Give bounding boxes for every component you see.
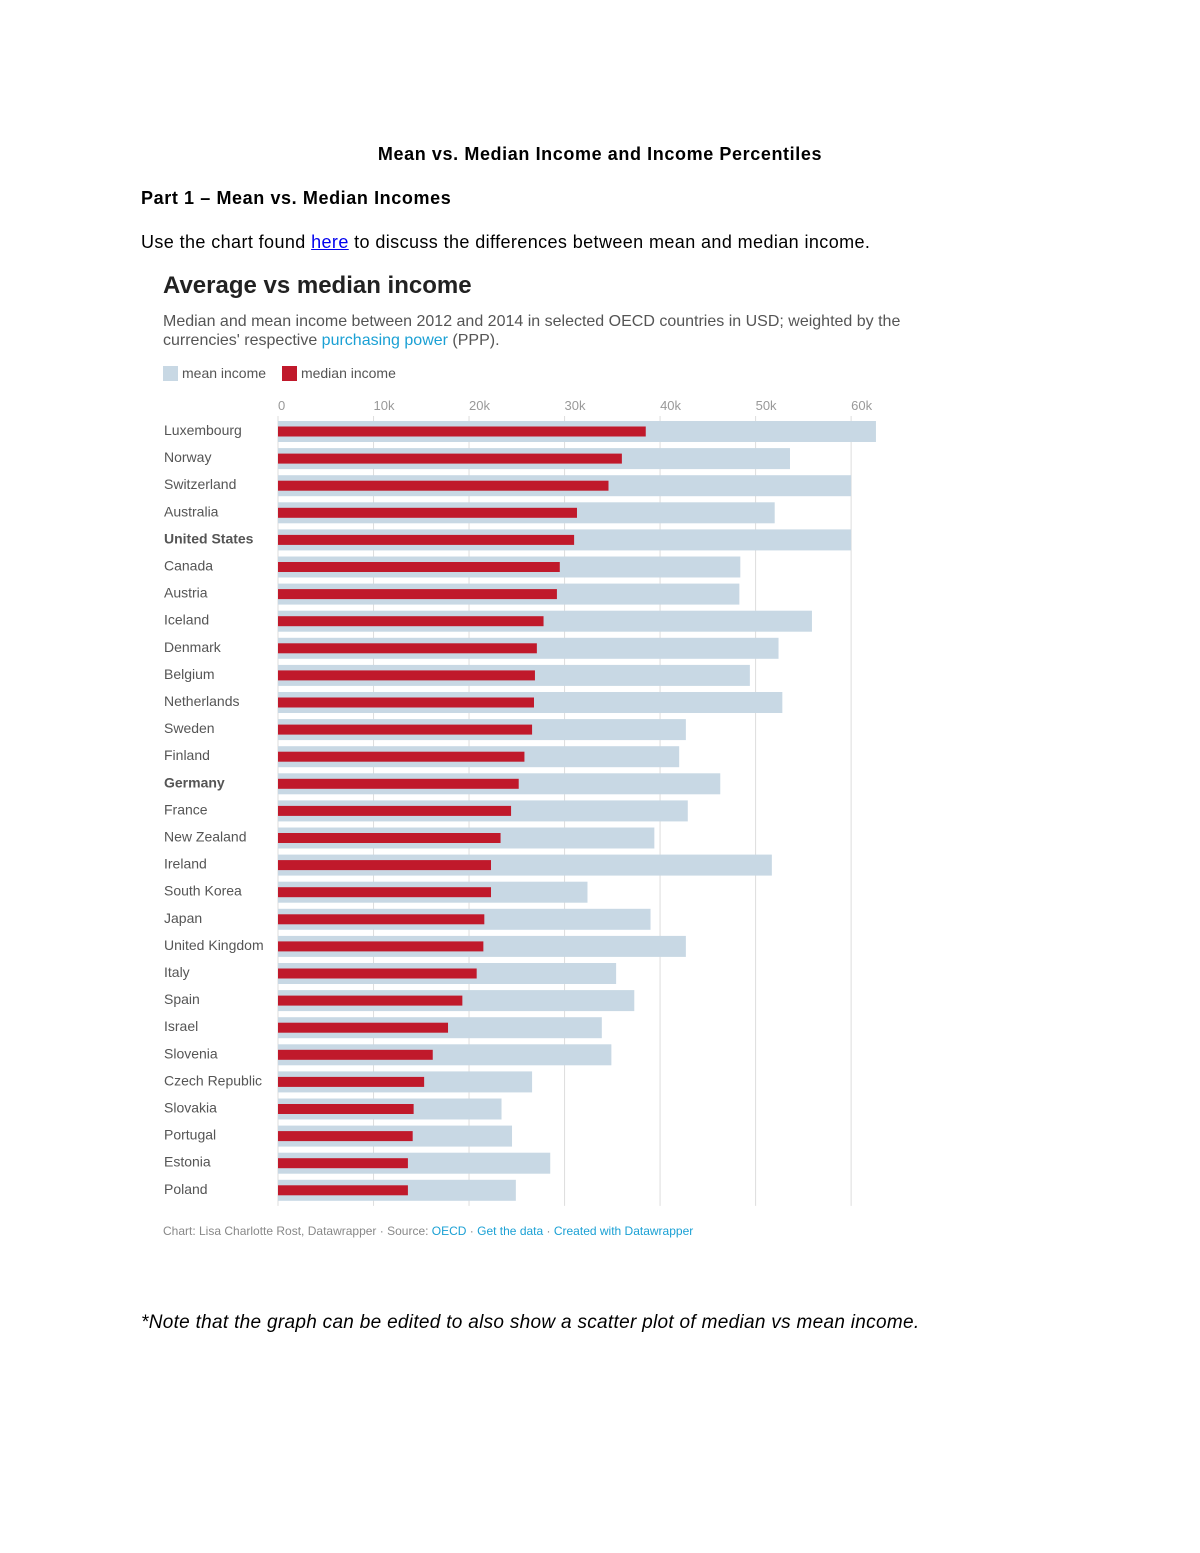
median-bar [278,778,519,789]
median-bar [278,860,492,871]
median-bar [278,697,534,708]
median-bar [278,751,525,762]
datawrapper-link[interactable]: Created with Datawrapper [553,1224,694,1238]
category-label: Spain [164,991,200,1007]
mean-bar [278,1152,551,1174]
category-label: Austria [164,585,208,601]
median-bar [278,562,560,572]
source-link[interactable]: OECD [431,1224,467,1238]
category-label: Poland [164,1181,208,1197]
category-label: Luxembourg [164,422,242,438]
median-bar [278,1076,425,1087]
chart-title: Average vs median income [163,272,472,299]
mean-bar [278,1044,612,1066]
mean-bar [278,854,772,876]
legend-swatch-median [281,366,297,381]
legend-swatch-mean [163,366,178,381]
note-text: *Note that the graph can be edited to al… [141,1312,920,1333]
footer-credit: Chart: Lisa Charlotte Rost, Datawrapper … [163,1224,432,1238]
median-bar [278,1185,408,1196]
chart-subtitle: Median and mean income between 2012 and … [163,312,923,350]
category-label: South Korea [164,883,242,899]
here-link[interactable]: here [311,232,349,252]
x-tick-label: 30k [565,398,586,413]
category-label: Slovenia [164,1045,218,1061]
category-label: Denmark [164,639,222,655]
footer-separator-2: · [543,1224,554,1238]
median-bar [278,616,544,627]
category-label: Canada [164,558,213,574]
category-label: Japan [164,910,202,926]
median-bar [278,589,557,600]
x-tick-label: 40k [660,398,681,413]
intro-text-before: Use the chart found [141,232,312,252]
category-label: Australia [164,503,219,519]
median-bar [278,534,575,545]
category-label: Netherlands [164,693,240,709]
purchasing-power-link[interactable]: purchasing power [321,332,448,349]
category-label: Sweden [164,720,215,736]
median-bar [278,724,533,735]
category-label: Belgium [164,666,215,682]
median-bar [278,1049,433,1060]
median-bar [278,995,463,1006]
median-bar [278,426,646,437]
median-bar [278,968,477,979]
category-label: United States [164,530,254,546]
median-bar [278,941,484,952]
category-label: Switzerland [164,476,236,492]
median-bar [278,1104,414,1114]
intro-text-after: to discuss the differences between mean … [348,232,871,252]
category-label: Italy [164,964,190,980]
x-tick-label: 10k [374,398,395,413]
category-label: United Kingdom [164,937,264,953]
category-label: France [164,801,208,817]
category-label: New Zealand [164,829,247,845]
legend-item-mean: mean income [163,365,266,381]
chart-subtitle-end: (PPP). [447,332,500,349]
median-bar [278,805,512,816]
category-label: Slovakia [164,1100,217,1116]
category-label: Portugal [164,1127,216,1143]
median-bar [278,887,492,898]
x-tick-label: 20k [469,398,490,413]
median-bar [278,1022,449,1033]
median-bar [278,670,535,681]
x-tick-label: 60k [851,398,872,413]
median-bar [278,1131,413,1142]
category-label: Iceland [164,612,209,628]
median-bar [278,507,577,518]
category-label: Germany [164,774,225,790]
chart-footer: Chart: Lisa Charlotte Rost, Datawrapper … [163,1224,693,1238]
median-bar [278,453,622,464]
category-label: Estonia [164,1154,211,1170]
median-bar [278,643,537,654]
chart-subtitle-text: Median and mean income between 2012 and … [163,313,901,349]
median-bar [278,914,485,925]
category-label: Norway [164,449,211,465]
median-bar [278,480,609,491]
legend-label-mean: mean income [182,365,267,381]
chart-legend: mean income median income [163,365,408,381]
x-tick-label: 50k [756,398,777,413]
median-bar [278,833,501,843]
x-tick-label: 0 [278,398,285,413]
category-label: Finland [164,747,210,763]
category-label: Ireland [164,856,207,872]
footer-separator-1: · [466,1224,478,1238]
mean-bar [278,610,812,632]
part-heading: Part 1 – Mean vs. Median Incomes [141,188,452,208]
intro-paragraph: Use the chart found here to discuss the … [141,232,870,253]
legend-item-median: median income [281,365,396,381]
document-title: Mean vs. Median Income and Income Percen… [377,144,823,164]
category-label: Israel [164,1018,198,1034]
median-bar [278,1158,408,1169]
legend-label-median: median income [300,365,396,381]
category-label: Czech Republic [164,1072,262,1088]
get-data-link[interactable]: Get the data [477,1224,544,1238]
